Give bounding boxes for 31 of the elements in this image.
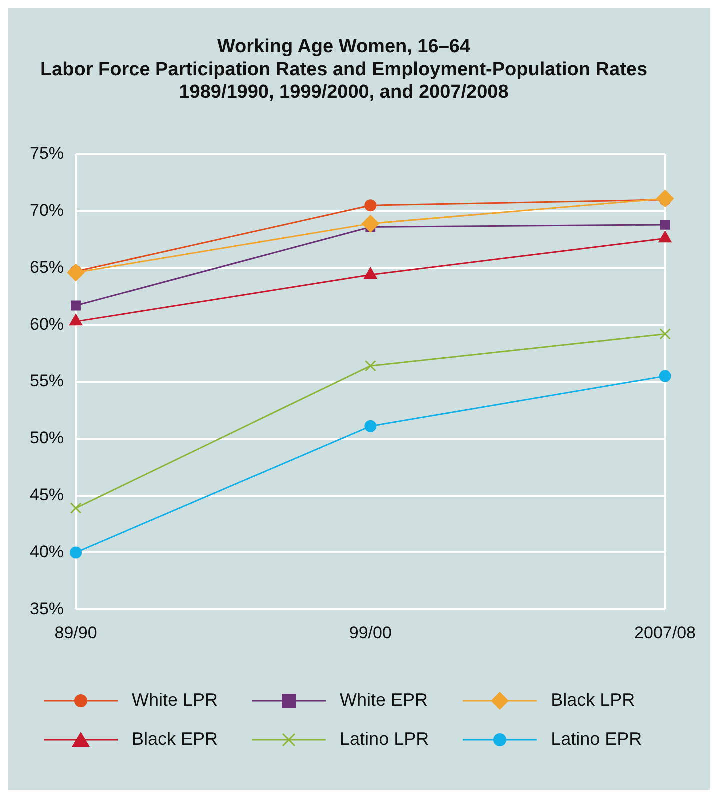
x-tick-label: 89/90 <box>54 623 98 642</box>
y-tick-label: 65% <box>30 258 64 277</box>
x-tick-label: 99/00 <box>349 623 392 642</box>
point <box>364 360 376 372</box>
point <box>660 328 671 340</box>
y-tick-label: 45% <box>30 485 64 504</box>
y-tick-label: 60% <box>30 314 64 334</box>
legend-label: Black LPR <box>551 690 636 711</box>
y-tick-label: 70% <box>30 200 64 220</box>
point <box>659 370 672 382</box>
point <box>364 420 377 432</box>
chart-title: Working Age Women, 16–64 Labor Force Participation Rates and Employment-Population Rates 1989/1990, 1999/2000, and 2007/2008 <box>40 36 648 104</box>
point <box>71 300 81 311</box>
point <box>67 264 86 282</box>
point <box>660 220 670 230</box>
y-tick-label: 75% <box>30 144 64 164</box>
legend-label: Black EPR <box>132 729 218 750</box>
y-tick-label: 55% <box>30 372 64 391</box>
point <box>364 200 377 212</box>
legend-label: White EPR <box>340 690 428 711</box>
x-tick-label: 2007/08 <box>634 623 696 642</box>
y-tick-label: 35% <box>30 599 64 618</box>
y-tick-label: 50% <box>30 428 64 448</box>
legend-label: Latino EPR <box>551 729 642 750</box>
point <box>362 214 380 233</box>
legend-label: Latino LPR <box>340 729 430 750</box>
point <box>656 190 674 208</box>
point <box>70 502 82 514</box>
y-tick-label: 40% <box>30 542 64 562</box>
point <box>70 546 82 559</box>
legend-label: White LPR <box>132 690 218 711</box>
